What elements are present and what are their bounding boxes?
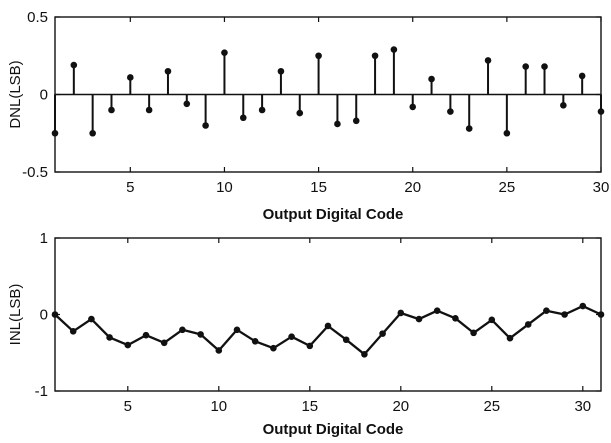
dnl-point bbox=[239, 114, 247, 122]
inl-point bbox=[215, 347, 223, 354]
inl-ytick-label: 0 bbox=[40, 307, 48, 324]
dnl-point bbox=[221, 49, 228, 56]
dnl-point bbox=[390, 46, 398, 53]
inl-point bbox=[342, 336, 350, 344]
dnl-ytick-label: 0 bbox=[40, 87, 48, 104]
dnl-xtick-label: 10 bbox=[216, 179, 233, 196]
dnl-xtick-label: 25 bbox=[499, 179, 516, 196]
inl-chart-panel: 5 10 15 20 25 30 -1 0 1 Output Digital Code INL(LS… bbox=[7, 230, 605, 438]
dnl-point bbox=[277, 67, 285, 75]
dnl-point bbox=[145, 106, 153, 114]
dnl-ytick-label: -0.5 bbox=[22, 164, 48, 181]
dnl-xtick-label: 5 bbox=[126, 179, 134, 196]
dnl-point bbox=[522, 63, 529, 70]
inl-axes-frame bbox=[54, 237, 602, 392]
dnl-point bbox=[183, 100, 191, 108]
inl-point bbox=[415, 315, 423, 323]
inl-point bbox=[106, 334, 113, 341]
inl-point bbox=[142, 331, 150, 339]
inl-point bbox=[379, 330, 386, 337]
dnl-xtick-label: 20 bbox=[404, 179, 421, 196]
inl-point bbox=[470, 329, 477, 337]
inl-point bbox=[597, 311, 605, 318]
inl-point bbox=[433, 307, 441, 314]
inl-xlabel: Output Digital Code bbox=[263, 421, 404, 438]
inl-point bbox=[251, 337, 259, 345]
inl-point bbox=[506, 334, 514, 342]
dnl-point bbox=[465, 125, 473, 132]
dnl-point bbox=[70, 61, 78, 69]
inl-series-line bbox=[54, 304, 602, 356]
inl-xtick-label: 25 bbox=[483, 398, 500, 415]
inl-point bbox=[69, 328, 77, 335]
inl-xtick-label: 10 bbox=[210, 398, 227, 415]
dnl-point bbox=[503, 129, 511, 137]
inl-point bbox=[543, 307, 550, 314]
dnl-point bbox=[258, 106, 266, 114]
inl-point bbox=[160, 339, 168, 347]
inl-point bbox=[179, 326, 186, 334]
inl-point bbox=[306, 342, 314, 350]
dnl-point bbox=[560, 102, 567, 109]
dnl-xtick-label: 15 bbox=[310, 179, 327, 196]
inl-xtick-label: 20 bbox=[392, 398, 409, 415]
inl-point bbox=[270, 344, 277, 352]
dnl-point bbox=[578, 72, 586, 80]
inl-point bbox=[524, 321, 532, 328]
dnl-point bbox=[541, 63, 548, 70]
dnl-point bbox=[484, 57, 492, 64]
dnl-point bbox=[127, 74, 134, 81]
inl-point bbox=[579, 302, 587, 310]
dnl-point bbox=[164, 67, 172, 75]
inl-xtick-label: 5 bbox=[124, 398, 132, 415]
inl-point bbox=[324, 322, 332, 330]
inl-point bbox=[197, 331, 204, 338]
dnl-chart-panel: 5 10 15 20 25 30 -0.5 0 0.5 Output Digital Code DN… bbox=[7, 9, 609, 223]
inl-point bbox=[233, 326, 241, 334]
inl-xtick-label: 15 bbox=[301, 398, 318, 415]
dnl-point bbox=[89, 129, 96, 137]
dnl-point bbox=[597, 108, 605, 115]
inl-point bbox=[51, 311, 59, 318]
inl-point bbox=[124, 341, 132, 349]
inl-point bbox=[397, 309, 405, 317]
dnl-point bbox=[409, 103, 417, 111]
dnl-ylabel: DNL(LSB) bbox=[7, 60, 24, 128]
inl-ytick-label: -1 bbox=[35, 383, 48, 400]
inl-xtick-label: 30 bbox=[574, 398, 591, 415]
dnl-point bbox=[371, 52, 379, 60]
dnl-point bbox=[352, 117, 360, 125]
dnl-point bbox=[296, 109, 304, 117]
dnl-ytick-label: 0.5 bbox=[27, 9, 48, 26]
inl-point bbox=[561, 311, 568, 318]
inl-point bbox=[488, 316, 496, 324]
dnl-point bbox=[447, 108, 454, 115]
dnl-xtick-label: 30 bbox=[593, 179, 610, 196]
dnl-point bbox=[428, 75, 435, 83]
dnl-point bbox=[315, 52, 322, 60]
dnl-point bbox=[108, 106, 115, 114]
inl-point bbox=[88, 315, 95, 323]
dnl-xlabel: Output Digital Code bbox=[263, 206, 404, 223]
inl-point bbox=[288, 333, 295, 340]
inl-ylabel: INL(LSB) bbox=[7, 284, 24, 346]
inl-ytick-label: 1 bbox=[40, 230, 48, 247]
inl-point bbox=[452, 315, 459, 322]
dnl-point bbox=[334, 120, 341, 128]
dnl-point bbox=[51, 129, 59, 137]
dnl-point bbox=[202, 122, 209, 129]
inl-point bbox=[361, 350, 368, 358]
